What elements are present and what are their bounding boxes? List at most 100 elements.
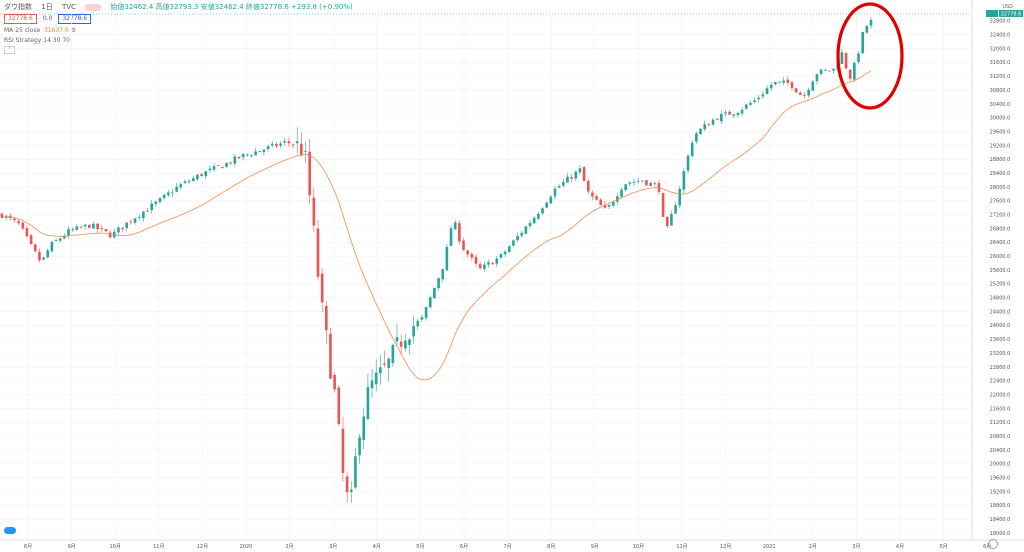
candle-body (665, 216, 669, 227)
candle (287, 137, 291, 147)
candle (399, 334, 403, 355)
candle-body (304, 151, 307, 153)
candle (811, 80, 815, 91)
candle-body (753, 100, 756, 102)
candle (645, 179, 648, 187)
candle (283, 138, 287, 147)
candle (732, 114, 736, 118)
rsi-indicator-legend[interactable]: RSI Strategy 14 30 70 (4, 37, 70, 44)
candle-body (586, 180, 590, 192)
symbol-name[interactable]: ダウ指数 (4, 3, 32, 11)
candle-body (661, 193, 665, 217)
candle-body (744, 104, 748, 109)
candle (782, 76, 785, 86)
candle (216, 164, 220, 167)
candle-body (528, 222, 532, 227)
candle-body (33, 244, 37, 252)
candle-body (645, 180, 648, 186)
candle (703, 120, 706, 132)
collapse-legend-icon[interactable]: ⌃ (4, 46, 15, 54)
candle-body (799, 92, 802, 95)
candle (29, 233, 33, 246)
candle-body (861, 32, 864, 54)
y-tick-label: 23600.0 (990, 337, 1011, 343)
candle-body (848, 69, 852, 79)
candle (196, 173, 199, 182)
candle-body (67, 229, 70, 236)
candle (4, 214, 8, 221)
candle-body (512, 240, 515, 246)
sell-button[interactable]: 32778.6 (4, 14, 37, 24)
candle-body (537, 213, 540, 219)
ma-settings-icon[interactable]: ⚙ (70, 27, 77, 34)
interval-label[interactable]: 1日 (41, 3, 53, 11)
candle-body (740, 109, 744, 114)
last-price-tag: 32778.6 (986, 10, 1023, 18)
cloud-icon[interactable] (4, 527, 16, 534)
buy-button[interactable]: 32778.6 (58, 14, 92, 24)
candle (21, 222, 25, 231)
y-tick-label: 29200.0 (990, 143, 1011, 149)
ma-indicator-legend[interactable]: MA 25 close 31637.6 ⚙ (4, 27, 76, 34)
candle (391, 343, 395, 367)
candle-body (441, 269, 445, 280)
y-tick-label: 32000.0 (990, 46, 1011, 52)
x-tick-label: 4月 (896, 544, 904, 550)
candle-body (491, 262, 494, 265)
candle (474, 253, 478, 268)
candle (686, 154, 690, 174)
candle (54, 238, 58, 242)
candle-body (246, 154, 249, 156)
candle-body (703, 124, 706, 130)
x-tick-label: 6月 (460, 544, 468, 550)
candle-body (21, 222, 25, 229)
price-axis-bg (972, 0, 1024, 552)
candle-body (678, 188, 682, 206)
candle (665, 215, 669, 229)
candle-body (815, 74, 819, 82)
candle (295, 127, 299, 155)
candle (865, 25, 869, 35)
candle-body (636, 180, 640, 182)
candle (632, 178, 636, 186)
candle-body (229, 162, 232, 164)
candle-body (291, 144, 295, 146)
candle (146, 207, 149, 212)
candle (786, 76, 790, 87)
candle-body (869, 19, 873, 26)
y-tick-label: 30000.0 (990, 116, 1011, 122)
candle-body (632, 181, 636, 183)
candle (33, 243, 37, 253)
candle-body (412, 326, 415, 337)
candle-body (549, 196, 553, 204)
candle-body (54, 240, 58, 241)
chart-settings-icon[interactable] (988, 539, 998, 549)
candle (765, 84, 769, 95)
candle-body (499, 254, 503, 258)
y-tick-label: 22000.0 (990, 392, 1011, 398)
y-tick-label: 22800.0 (990, 365, 1011, 371)
chart-grid (0, 14, 988, 540)
candle-body (628, 182, 632, 184)
candle-body (507, 246, 511, 252)
candle (844, 51, 848, 70)
candle (599, 197, 603, 206)
candle-body (823, 69, 827, 71)
candle-body (404, 340, 407, 349)
chart-header: ダウ指数 1日 TVC 始値32462.4 高値32793.3 安値32462.… (0, 0, 972, 14)
y-tick-label: 21200.0 (990, 420, 1011, 426)
candle (358, 434, 361, 464)
candle-body (562, 182, 565, 186)
candle-body (832, 68, 835, 71)
x-tick-label: 2月 (286, 544, 294, 550)
candle-body (100, 228, 104, 230)
candle (100, 224, 104, 232)
candle-body (0, 213, 4, 218)
y-tick-label: 24800.0 (990, 296, 1011, 302)
candle (740, 107, 744, 117)
candle-body (674, 205, 677, 214)
candle (92, 221, 95, 230)
candle (320, 268, 324, 313)
candle-body (167, 192, 170, 196)
